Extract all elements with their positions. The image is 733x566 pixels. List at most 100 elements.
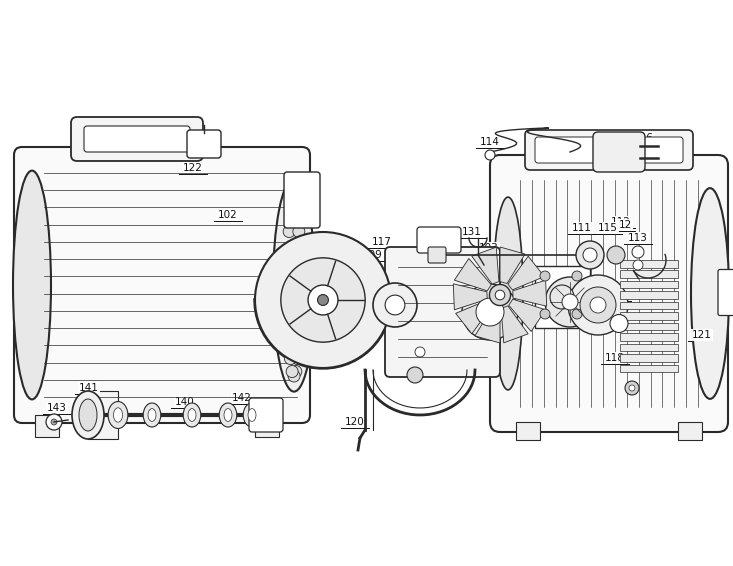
Text: 104: 104 [395, 350, 415, 360]
Circle shape [545, 277, 595, 327]
Circle shape [283, 225, 295, 238]
Ellipse shape [248, 409, 256, 422]
Bar [535, 266, 590, 328]
FancyBboxPatch shape [284, 172, 320, 228]
Polygon shape [453, 284, 487, 310]
Bar [516, 422, 540, 440]
Circle shape [625, 381, 639, 395]
Ellipse shape [183, 403, 201, 427]
Text: 140: 140 [175, 397, 195, 407]
FancyBboxPatch shape [84, 126, 190, 152]
Ellipse shape [79, 399, 97, 431]
FancyBboxPatch shape [385, 247, 500, 377]
Ellipse shape [13, 170, 51, 400]
Ellipse shape [188, 409, 196, 422]
Circle shape [282, 279, 294, 291]
Ellipse shape [72, 391, 104, 439]
Circle shape [255, 232, 391, 368]
Circle shape [572, 309, 582, 319]
Circle shape [317, 294, 328, 306]
Circle shape [632, 246, 644, 258]
FancyBboxPatch shape [14, 147, 310, 423]
Circle shape [610, 315, 628, 332]
Bar [620, 344, 678, 351]
Ellipse shape [691, 188, 729, 399]
Text: 118: 118 [605, 353, 625, 363]
Text: 116: 116 [634, 133, 654, 143]
FancyBboxPatch shape [535, 137, 683, 163]
Text: 12: 12 [402, 323, 415, 333]
Circle shape [550, 285, 574, 309]
Bar [620, 302, 678, 310]
Polygon shape [501, 306, 528, 343]
FancyBboxPatch shape [718, 269, 733, 315]
Circle shape [490, 285, 511, 306]
Text: 117: 117 [372, 237, 392, 247]
Circle shape [46, 414, 62, 430]
Circle shape [283, 332, 295, 345]
Circle shape [590, 297, 606, 313]
Ellipse shape [224, 409, 232, 422]
Circle shape [284, 353, 296, 365]
Circle shape [294, 307, 306, 319]
Circle shape [290, 192, 302, 204]
Bar [620, 365, 678, 372]
Polygon shape [456, 300, 492, 334]
Circle shape [282, 251, 294, 263]
Text: 112: 112 [611, 217, 631, 227]
Bar [678, 422, 702, 440]
Circle shape [415, 347, 425, 357]
Circle shape [288, 370, 300, 382]
Circle shape [294, 251, 306, 263]
Text: 120: 120 [345, 417, 365, 427]
Text: 101: 101 [653, 150, 673, 160]
Circle shape [385, 295, 405, 315]
Circle shape [282, 307, 294, 319]
Circle shape [290, 366, 302, 378]
Circle shape [576, 241, 604, 269]
Text: 141: 141 [79, 383, 99, 393]
Bar [620, 291, 678, 299]
Circle shape [407, 367, 423, 383]
Circle shape [51, 419, 57, 425]
Circle shape [292, 205, 303, 217]
FancyBboxPatch shape [593, 132, 645, 172]
Ellipse shape [493, 197, 523, 390]
Circle shape [583, 248, 597, 262]
Polygon shape [454, 259, 491, 291]
Text: 130: 130 [272, 317, 292, 327]
Circle shape [284, 205, 296, 217]
Circle shape [485, 150, 495, 160]
Text: 113: 113 [628, 233, 648, 243]
Circle shape [568, 275, 628, 335]
Polygon shape [509, 299, 545, 332]
Circle shape [293, 225, 305, 238]
Polygon shape [472, 247, 499, 284]
Text: 114: 114 [480, 137, 500, 147]
Circle shape [476, 298, 504, 326]
Text: 106: 106 [579, 290, 599, 300]
Text: 107: 107 [466, 310, 486, 320]
Bar [620, 312, 678, 320]
Bar [88, 391, 118, 439]
FancyBboxPatch shape [428, 247, 446, 263]
Bar [35, 415, 59, 437]
Circle shape [540, 271, 550, 281]
Circle shape [293, 332, 305, 345]
Circle shape [373, 283, 417, 327]
Circle shape [281, 258, 365, 342]
Ellipse shape [108, 401, 128, 428]
Text: 122: 122 [183, 163, 203, 173]
FancyBboxPatch shape [417, 227, 461, 253]
Polygon shape [508, 256, 545, 290]
Text: 108: 108 [543, 277, 563, 287]
Circle shape [580, 287, 616, 323]
Ellipse shape [114, 408, 122, 422]
Circle shape [286, 192, 298, 204]
Text: 142: 142 [232, 393, 252, 403]
Text: 103: 103 [479, 243, 499, 253]
Bar [620, 281, 678, 289]
Polygon shape [475, 306, 500, 343]
Circle shape [633, 260, 643, 270]
Ellipse shape [143, 403, 161, 427]
